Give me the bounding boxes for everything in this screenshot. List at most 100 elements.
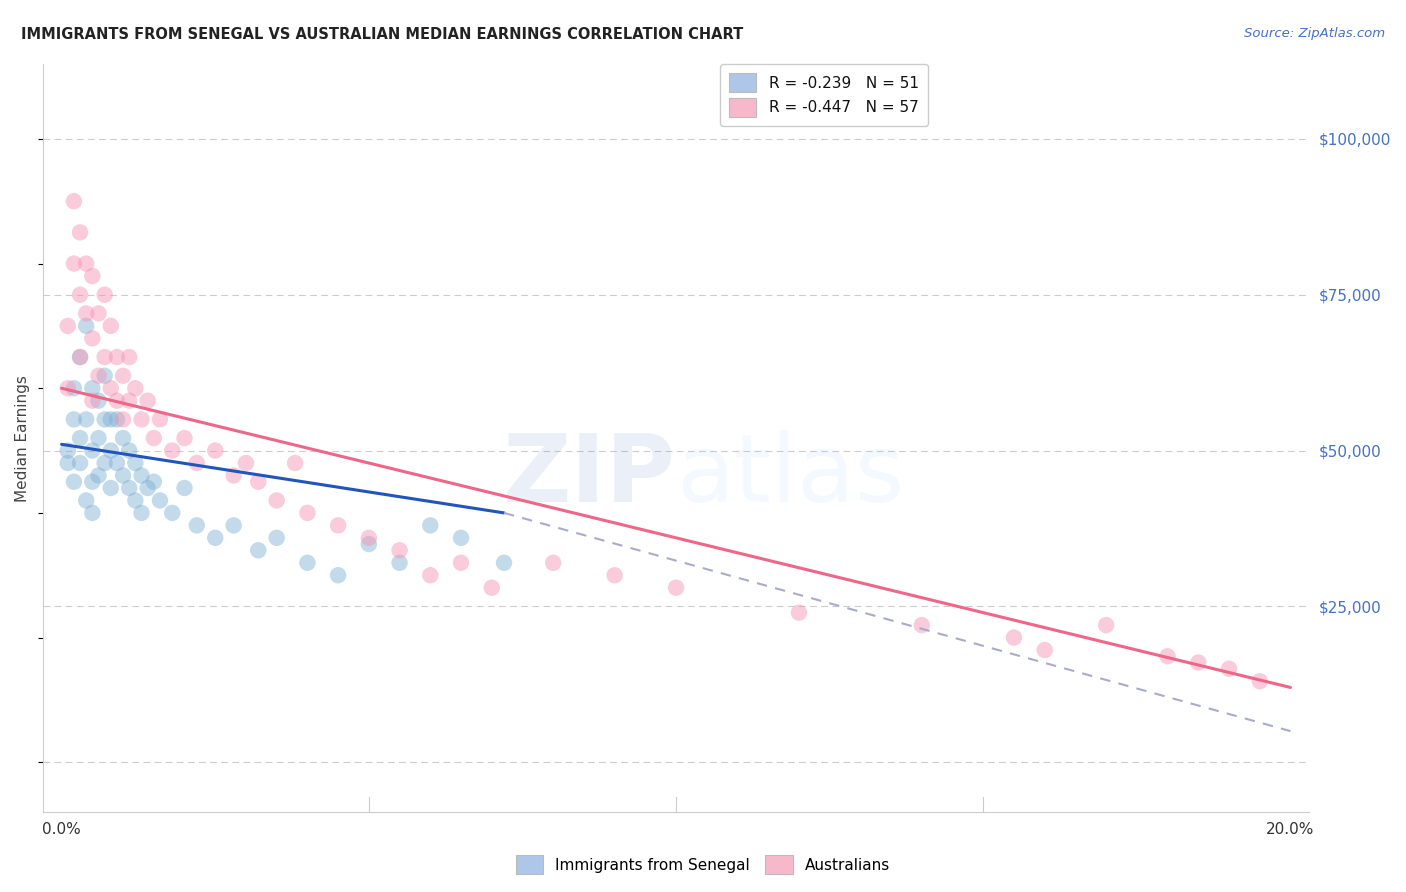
Point (131, 412, 153, 426)
Point (911, 618, 934, 632)
Point (82, 381, 104, 395)
Point (112, 412, 135, 426)
Point (136, 481, 159, 495)
Text: ZIP: ZIP (503, 430, 676, 522)
Text: IMMIGRANTS FROM SENEGAL VS AUSTRALIAN MEDIAN EARNINGS CORRELATION CHART: IMMIGRANTS FROM SENEGAL VS AUSTRALIAN ME… (21, 27, 744, 42)
Point (284, 456, 307, 470)
Point (222, 518, 245, 533)
Point (492, 556, 515, 570)
Legend: Immigrants from Senegal, Australians: Immigrants from Senegal, Australians (509, 849, 897, 880)
Point (93, 368, 115, 383)
Point (100, 381, 122, 395)
Point (56, 381, 79, 395)
Point (357, 537, 380, 551)
Point (56, 443, 79, 458)
Point (63, 412, 86, 426)
Point (1249, 674, 1271, 689)
Point (100, 318, 122, 333)
Point (124, 493, 146, 508)
Point (124, 456, 146, 470)
Point (204, 443, 226, 458)
Point (160, 506, 183, 520)
Point (124, 381, 146, 395)
Point (87, 368, 110, 383)
Point (75, 493, 97, 508)
Point (87, 393, 110, 408)
Point (112, 468, 135, 483)
Point (105, 393, 128, 408)
Point (100, 481, 122, 495)
Point (357, 531, 380, 545)
Point (93, 456, 115, 470)
Point (93, 350, 115, 364)
Point (419, 568, 441, 582)
Point (297, 506, 319, 520)
Point (82, 393, 104, 408)
Point (186, 456, 208, 470)
Point (100, 412, 122, 426)
Point (112, 431, 135, 445)
Point (82, 331, 104, 345)
Point (82, 443, 104, 458)
Point (326, 518, 349, 533)
Point (105, 350, 128, 364)
Point (69, 350, 91, 364)
Point (56, 456, 79, 470)
Point (87, 431, 110, 445)
Point (297, 556, 319, 570)
Point (100, 443, 122, 458)
Point (69, 350, 91, 364)
Point (450, 556, 472, 570)
Point (787, 606, 810, 620)
Point (1218, 662, 1240, 676)
Point (63, 475, 86, 489)
Point (419, 518, 441, 533)
Point (1187, 656, 1209, 670)
Point (186, 518, 208, 533)
Point (118, 393, 141, 408)
Point (63, 381, 86, 395)
Point (118, 443, 141, 458)
Point (82, 475, 104, 489)
Point (541, 556, 564, 570)
Point (149, 412, 172, 426)
Point (75, 318, 97, 333)
Point (450, 531, 472, 545)
Point (75, 412, 97, 426)
Point (665, 581, 688, 595)
Point (69, 287, 91, 301)
Point (75, 256, 97, 270)
Point (247, 543, 270, 558)
Point (69, 226, 91, 240)
Point (118, 350, 141, 364)
Point (118, 481, 141, 495)
Text: Source: ZipAtlas.com: Source: ZipAtlas.com (1244, 27, 1385, 40)
Point (388, 556, 411, 570)
Point (1095, 618, 1118, 632)
Point (222, 468, 245, 483)
Point (149, 493, 172, 508)
Point (1002, 631, 1025, 645)
Point (266, 493, 288, 508)
Point (142, 475, 165, 489)
Point (204, 531, 226, 545)
Point (82, 268, 104, 283)
Point (235, 456, 257, 470)
Point (326, 568, 349, 582)
Point (131, 506, 153, 520)
Point (247, 475, 270, 489)
Point (87, 468, 110, 483)
Point (75, 306, 97, 320)
Point (82, 506, 104, 520)
Point (87, 306, 110, 320)
Point (63, 194, 86, 209)
Point (160, 443, 183, 458)
Point (105, 412, 128, 426)
Point (136, 393, 159, 408)
Text: atlas: atlas (676, 430, 904, 522)
Point (112, 368, 135, 383)
Point (93, 287, 115, 301)
Point (1156, 649, 1178, 664)
Point (69, 456, 91, 470)
Point (266, 531, 288, 545)
